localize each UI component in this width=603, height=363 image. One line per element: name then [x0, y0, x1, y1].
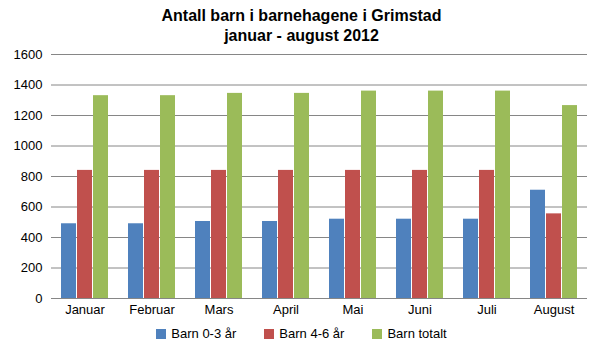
html-text:Barn totalt: Barn totalt	[387, 326, 447, 341]
svg-text:Mars: Mars	[205, 302, 234, 317]
html-text:Barn 4-6 år: Barn 4-6 år	[279, 326, 345, 341]
html-text:Antall barn i barnehagene i Gr: Antall barn i barnehagene i Grimstad	[161, 7, 442, 24]
svg-text:1400: 1400	[14, 77, 43, 92]
svg-text:1000: 1000	[14, 138, 43, 153]
svg-text:Februar: Februar	[129, 302, 175, 317]
svg-text:600: 600	[21, 199, 43, 214]
svg-text:Juni: Juni	[408, 302, 432, 317]
svg-text:1200: 1200	[14, 108, 43, 123]
svg-text:April: April	[273, 302, 299, 317]
html-text:januar - august 2012: januar - august 2012	[224, 27, 379, 44]
svg-text:1600: 1600	[14, 47, 43, 62]
html-text:Barn 0-3 år: Barn 0-3 år	[171, 326, 237, 341]
svg-text:200: 200	[21, 260, 43, 275]
svg-text:Mai: Mai	[343, 302, 364, 317]
svg-text:August: August	[534, 302, 575, 317]
svg-text:0: 0	[35, 291, 42, 306]
svg-text:400: 400	[21, 230, 43, 245]
svg-text:800: 800	[21, 169, 43, 184]
svg-text:Januar: Januar	[65, 302, 105, 317]
svg-text:Juli: Juli	[477, 302, 497, 317]
